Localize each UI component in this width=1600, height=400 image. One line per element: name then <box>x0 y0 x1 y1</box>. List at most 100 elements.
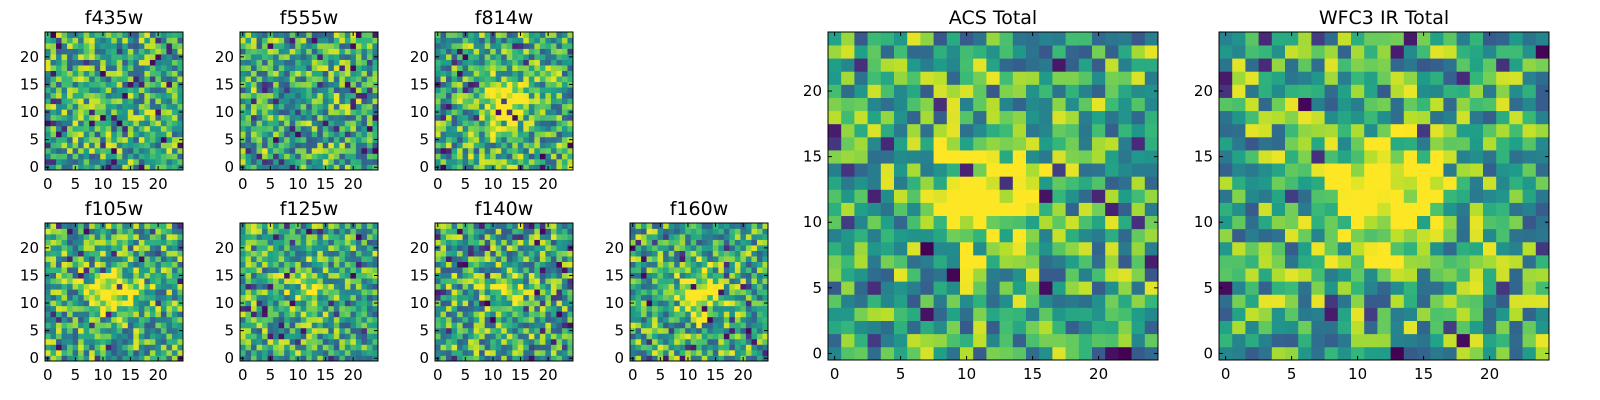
heatmap-cell <box>446 114 452 121</box>
heatmap-cell <box>545 261 552 268</box>
heatmap-cell <box>490 153 497 160</box>
heatmap-cell <box>462 283 469 290</box>
heatmap-cell <box>127 245 134 251</box>
heatmap-cell <box>284 305 291 312</box>
heatmap-cell <box>545 37 552 44</box>
heatmap-cell <box>61 305 68 312</box>
heatmap-cell <box>1118 268 1132 282</box>
heatmap-cell <box>355 142 362 149</box>
heatmap-cell <box>641 338 647 345</box>
heatmap-cell <box>333 147 340 154</box>
heatmap-cell <box>534 136 541 143</box>
heatmap-cell <box>116 120 123 127</box>
heatmap-cell <box>635 305 642 312</box>
heatmap-cell <box>284 153 291 160</box>
heatmap-cell <box>300 322 307 329</box>
heatmap-cell <box>440 114 447 121</box>
heatmap-cell <box>328 87 335 94</box>
heatmap-cell <box>262 32 268 38</box>
plot-frame <box>44 222 184 362</box>
heatmap-cell <box>240 239 246 246</box>
panel-title: f125w <box>280 198 339 220</box>
heatmap-cell <box>361 338 368 345</box>
x-tick-label: 15 <box>511 366 530 384</box>
heatmap-cell <box>350 103 357 110</box>
heatmap-cell <box>273 322 279 329</box>
heatmap-cell <box>61 338 68 345</box>
heatmap-cell <box>100 125 107 132</box>
heatmap-cell <box>635 327 642 334</box>
heatmap-cell <box>273 43 279 49</box>
heatmap-cell <box>155 120 162 127</box>
heatmap-cell <box>674 283 681 290</box>
heatmap-cell <box>517 76 524 83</box>
heatmap-cell <box>933 346 948 361</box>
heatmap-cell <box>122 239 129 246</box>
heatmap-cell <box>484 333 491 340</box>
heatmap-cell <box>999 268 1014 282</box>
heatmap-cell <box>322 120 329 127</box>
heatmap-cell <box>745 245 752 251</box>
heatmap-cell <box>366 250 373 257</box>
heatmap-cell <box>262 54 268 60</box>
heatmap-cell <box>171 239 178 246</box>
heatmap-cell <box>440 158 447 165</box>
heatmap-cell <box>1078 189 1093 203</box>
heatmap-cell <box>451 355 458 362</box>
heatmap-cell <box>828 241 842 256</box>
heatmap-cell <box>517 234 524 240</box>
heatmap-cell <box>177 59 184 66</box>
heatmap-cell <box>745 327 752 334</box>
heatmap-cell <box>317 267 324 274</box>
heatmap-cell <box>240 142 246 149</box>
heatmap-cell <box>361 103 368 110</box>
heatmap-cell <box>317 158 324 165</box>
heatmap-cell <box>545 228 552 235</box>
heatmap-cell <box>72 87 79 94</box>
heatmap-cell <box>89 272 96 279</box>
heatmap-cell <box>473 289 480 296</box>
heatmap-cell <box>344 316 351 323</box>
heatmap-cell <box>289 223 296 229</box>
heatmap-cell <box>94 289 101 296</box>
heatmap-cell <box>78 261 84 268</box>
heatmap-cell <box>1092 255 1106 269</box>
heatmap-cell <box>556 333 563 340</box>
heatmap-cell <box>100 81 107 88</box>
heatmap-cell <box>278 136 285 143</box>
heatmap-cell <box>512 316 519 323</box>
heatmap-cell <box>512 289 519 296</box>
heatmap-cell <box>729 267 736 274</box>
plot-frame <box>239 31 379 171</box>
heatmap-cell <box>116 305 123 312</box>
heatmap-cell <box>78 256 84 262</box>
heatmap-cell <box>506 256 513 262</box>
heatmap-cell <box>166 76 173 83</box>
heatmap-cell <box>762 261 769 268</box>
heatmap-cell <box>534 153 541 160</box>
heatmap-cell <box>894 176 908 190</box>
heatmap-cell <box>89 59 96 66</box>
heatmap-cell <box>550 305 557 312</box>
heatmap-cell <box>344 278 351 285</box>
heatmap-cell <box>149 114 156 121</box>
heatmap-cell <box>289 316 296 323</box>
heatmap-cell <box>517 48 524 55</box>
heatmap-cell <box>155 48 162 55</box>
heatmap-cell <box>105 120 112 127</box>
heatmap-cell <box>149 267 156 274</box>
heatmap-cell <box>300 272 307 279</box>
heatmap-cell <box>657 239 664 246</box>
heatmap-cell <box>339 294 346 301</box>
heatmap-cell <box>333 142 340 149</box>
heatmap-cell <box>1131 294 1146 308</box>
heatmap-cell <box>723 355 730 362</box>
heatmap-cell <box>751 311 758 318</box>
heatmap-cell <box>545 349 552 356</box>
heatmap-cell <box>300 32 307 38</box>
heatmap-cell <box>300 250 307 257</box>
heatmap-cell <box>960 333 974 348</box>
heatmap-cell <box>61 278 68 285</box>
heatmap-cell <box>718 228 725 235</box>
heatmap-cell <box>350 349 357 356</box>
